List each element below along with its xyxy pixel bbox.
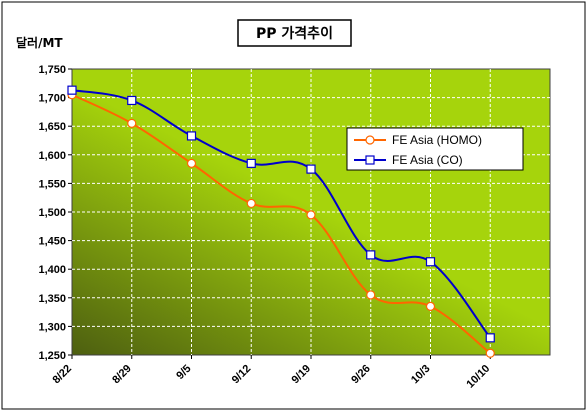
data-point-homo: [485, 348, 495, 358]
y-tick-label: 1,600: [38, 150, 66, 162]
chart-title-box: PP 가격추이: [237, 19, 352, 47]
data-point-co: [127, 95, 137, 106]
data-point-co: [186, 131, 197, 141]
data-point-homo: [366, 290, 376, 300]
y-tick-label: 1,300: [38, 321, 66, 333]
data-point-homo: [246, 198, 256, 209]
legend-label: FE Asia (HOMO): [392, 133, 482, 147]
legend-marker-square: [365, 155, 375, 165]
data-point-co: [366, 250, 376, 260]
y-axis-unit-label: 달러/MT: [16, 35, 63, 50]
y-tick-label: 1,350: [38, 293, 66, 305]
data-point-homo: [306, 210, 316, 220]
y-tick-label: 1,250: [38, 350, 66, 362]
chart-title: PP 가격추이: [256, 25, 333, 42]
series-group: [67, 85, 495, 358]
data-point-homo: [127, 118, 137, 128]
y-tick-label: 1,550: [38, 178, 66, 190]
data-point-co: [306, 164, 316, 174]
data-point-co: [485, 333, 495, 343]
y-tick-label: 1,500: [38, 207, 66, 219]
data-point-homo: [186, 158, 197, 168]
y-tick-label: 1,400: [38, 264, 66, 276]
legend-marker-circle: [365, 135, 375, 145]
y-tick-label: 1,700: [38, 93, 66, 105]
y-tick-label: 1,750: [38, 64, 66, 76]
data-point-co: [425, 257, 436, 267]
data-point-co: [67, 85, 77, 95]
legend-label: FE Asia (CO): [392, 153, 463, 167]
series-line-homo: [71, 93, 491, 355]
y-axis: 1,250 1,300 1,350 1,400 1,450 1,500 1,550 1,600…: [38, 64, 72, 362]
y-tick-label: 1,450: [38, 236, 66, 248]
legend: FE Asia (HOMO) FE Asia (CO): [346, 127, 524, 171]
data-point-homo: [425, 301, 436, 311]
data-point-co: [246, 158, 256, 168]
legend-box: [346, 127, 524, 171]
y-tick-label: 1,650: [38, 121, 66, 133]
